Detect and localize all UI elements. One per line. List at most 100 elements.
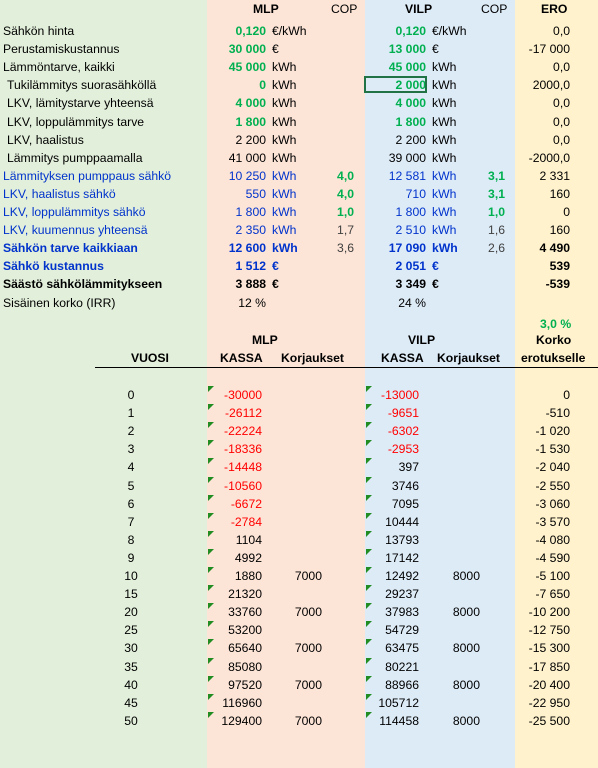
ero-cell[interactable]: -3 060: [535, 496, 570, 511]
vilp-korjaukset-cell[interactable]: [426, 531, 480, 549]
mlp-value[interactable]: 0: [259, 78, 266, 93]
mlp-unit[interactable]: €: [272, 277, 279, 292]
mlp-kassa-cell[interactable]: 53200: [228, 623, 262, 638]
mlp-value[interactable]: 3 888: [235, 277, 267, 292]
vilp-cop[interactable]: [480, 275, 505, 293]
vilp-unit[interactable]: €: [432, 277, 439, 292]
year-cell[interactable]: 20: [124, 605, 138, 620]
row-label[interactable]: LKV, loppulämmitys tarve: [7, 114, 145, 129]
mlp-value[interactable]: 2 350: [235, 223, 267, 238]
mlp-unit[interactable]: kWh: [272, 60, 297, 75]
vilp-kassa-cell[interactable]: 29237: [385, 587, 419, 602]
mlp-cop[interactable]: [322, 113, 354, 131]
mlp-unit[interactable]: kWh: [272, 223, 297, 238]
vilp-korjaukset-cell[interactable]: [426, 422, 480, 440]
row-label[interactable]: Tukilämmitys suorasähköllä: [7, 78, 157, 93]
ero-value[interactable]: 0,0: [553, 96, 570, 111]
table-header-vuosi[interactable]: VUOSI: [131, 351, 169, 365]
vilp-korjaukset-cell[interactable]: [426, 694, 480, 712]
year-cell[interactable]: 8: [127, 532, 135, 547]
ero-cell[interactable]: -20 400: [528, 677, 570, 692]
mlp-unit[interactable]: kWh: [272, 186, 297, 201]
mlp-korjaukset-cell[interactable]: 7000: [294, 641, 322, 656]
vilp-kassa-cell[interactable]: 37983: [385, 605, 419, 620]
vilp-korjaukset-cell[interactable]: 8000: [452, 569, 480, 583]
vilp-kassa-cell[interactable]: 17142: [385, 550, 419, 565]
year-cell[interactable]: 25: [124, 623, 138, 638]
vilp-kassa-cell[interactable]: 12492: [385, 569, 419, 583]
mlp-unit[interactable]: kWh: [272, 150, 297, 165]
table-header-korko[interactable]: Korko: [536, 333, 572, 347]
row-label[interactable]: Sähkön hinta: [3, 24, 75, 38]
vilp-cop[interactable]: [480, 257, 505, 275]
mlp-unit[interactable]: kWh: [272, 168, 297, 183]
ero-value[interactable]: 2 331: [539, 168, 571, 183]
header-cop-vilp[interactable]: COP: [481, 2, 508, 16]
vilp-kassa-cell[interactable]: 105712: [378, 695, 419, 710]
row-label[interactable]: Lämmitys pumppaamalla: [7, 150, 143, 165]
vilp-kassa-cell[interactable]: -9651: [387, 406, 419, 421]
vilp-unit[interactable]: €/kWh: [432, 24, 467, 38]
mlp-unit[interactable]: kWh: [272, 96, 297, 111]
mlp-cop[interactable]: [322, 131, 354, 149]
ero-cell[interactable]: -3 570: [535, 514, 570, 529]
ero-value[interactable]: 0,0: [553, 114, 570, 129]
mlp-unit[interactable]: €: [272, 42, 279, 57]
ero-cell[interactable]: -7 650: [535, 587, 570, 602]
mlp-value[interactable]: 12 600: [228, 241, 266, 256]
mlp-kassa-cell[interactable]: -18336: [224, 442, 262, 457]
vilp-value[interactable]: 1 800: [395, 205, 427, 219]
mlp-unit[interactable]: kWh: [272, 241, 298, 256]
vilp-cop[interactable]: [480, 40, 505, 58]
mlp-korjaukset-cell[interactable]: [268, 386, 322, 404]
ero-cell[interactable]: -2 040: [535, 460, 570, 475]
vilp-unit[interactable]: kWh: [432, 96, 457, 111]
vilp-kassa-cell[interactable]: -6302: [387, 424, 419, 439]
mlp-korjaukset-cell[interactable]: [268, 585, 322, 603]
vilp-korjaukset-cell[interactable]: [426, 658, 480, 676]
year-cell[interactable]: 9: [127, 550, 135, 565]
mlp-unit[interactable]: kWh: [272, 114, 297, 129]
ero-cell[interactable]: -4 080: [535, 532, 570, 547]
mlp-korjaukset-cell[interactable]: [268, 549, 322, 567]
vilp-cop[interactable]: [480, 58, 505, 76]
row-label[interactable]: LKV, kuumennus yhteensä: [3, 223, 148, 238]
vilp-korjaukset-cell[interactable]: [426, 495, 480, 513]
year-cell[interactable]: 10: [124, 569, 138, 583]
vilp-value[interactable]: 24 %: [398, 295, 426, 310]
ero-interest-rate[interactable]: 3,0 %: [540, 317, 572, 331]
vilp-unit[interactable]: €: [432, 259, 439, 274]
vilp-korjaukset-cell[interactable]: [426, 477, 480, 495]
mlp-korjaukset-cell[interactable]: [268, 477, 322, 495]
ero-cell[interactable]: -2 550: [535, 478, 570, 493]
row-label[interactable]: LKV, lämitystarve yhteensä: [7, 96, 154, 111]
ero-value[interactable]: 0,0: [553, 60, 570, 75]
vilp-value[interactable]: 13 000: [388, 42, 426, 57]
selected-cell[interactable]: [364, 76, 427, 93]
year-cell[interactable]: 30: [124, 641, 138, 656]
row-label[interactable]: LKV, haalistus: [7, 132, 84, 147]
vilp-value[interactable]: 12 581: [388, 168, 426, 183]
year-cell[interactable]: 45: [124, 695, 138, 710]
mlp-kassa-cell[interactable]: 33760: [228, 605, 262, 620]
vilp-korjaukset-cell[interactable]: [426, 549, 480, 567]
vilp-kassa-cell[interactable]: 88966: [385, 677, 419, 692]
mlp-cop[interactable]: [322, 40, 354, 58]
vilp-kassa-cell[interactable]: -13000: [381, 388, 419, 402]
ero-value[interactable]: 160: [549, 223, 570, 238]
vilp-kassa-cell[interactable]: 3746: [391, 478, 419, 493]
mlp-kassa-cell[interactable]: 21320: [228, 587, 262, 602]
year-cell[interactable]: 3: [127, 442, 135, 457]
mlp-cop[interactable]: [322, 76, 354, 94]
vilp-kassa-cell[interactable]: -2953: [387, 442, 419, 457]
mlp-unit[interactable]: kWh: [272, 132, 297, 147]
header-mlp[interactable]: MLP: [253, 2, 279, 16]
mlp-cop[interactable]: 1,0: [337, 205, 354, 219]
vilp-unit[interactable]: kWh: [432, 223, 457, 238]
ero-cell[interactable]: -12 750: [528, 623, 570, 638]
row-label[interactable]: Perustamiskustannus: [3, 42, 120, 57]
mlp-cop[interactable]: [322, 22, 354, 40]
mlp-korjaukset-cell[interactable]: [268, 513, 322, 531]
vilp-korjaukset-cell[interactable]: 8000: [452, 713, 480, 728]
ero-value[interactable]: -539: [545, 277, 570, 292]
